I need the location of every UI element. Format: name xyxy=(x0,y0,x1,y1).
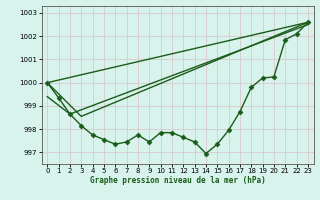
X-axis label: Graphe pression niveau de la mer (hPa): Graphe pression niveau de la mer (hPa) xyxy=(90,176,266,185)
